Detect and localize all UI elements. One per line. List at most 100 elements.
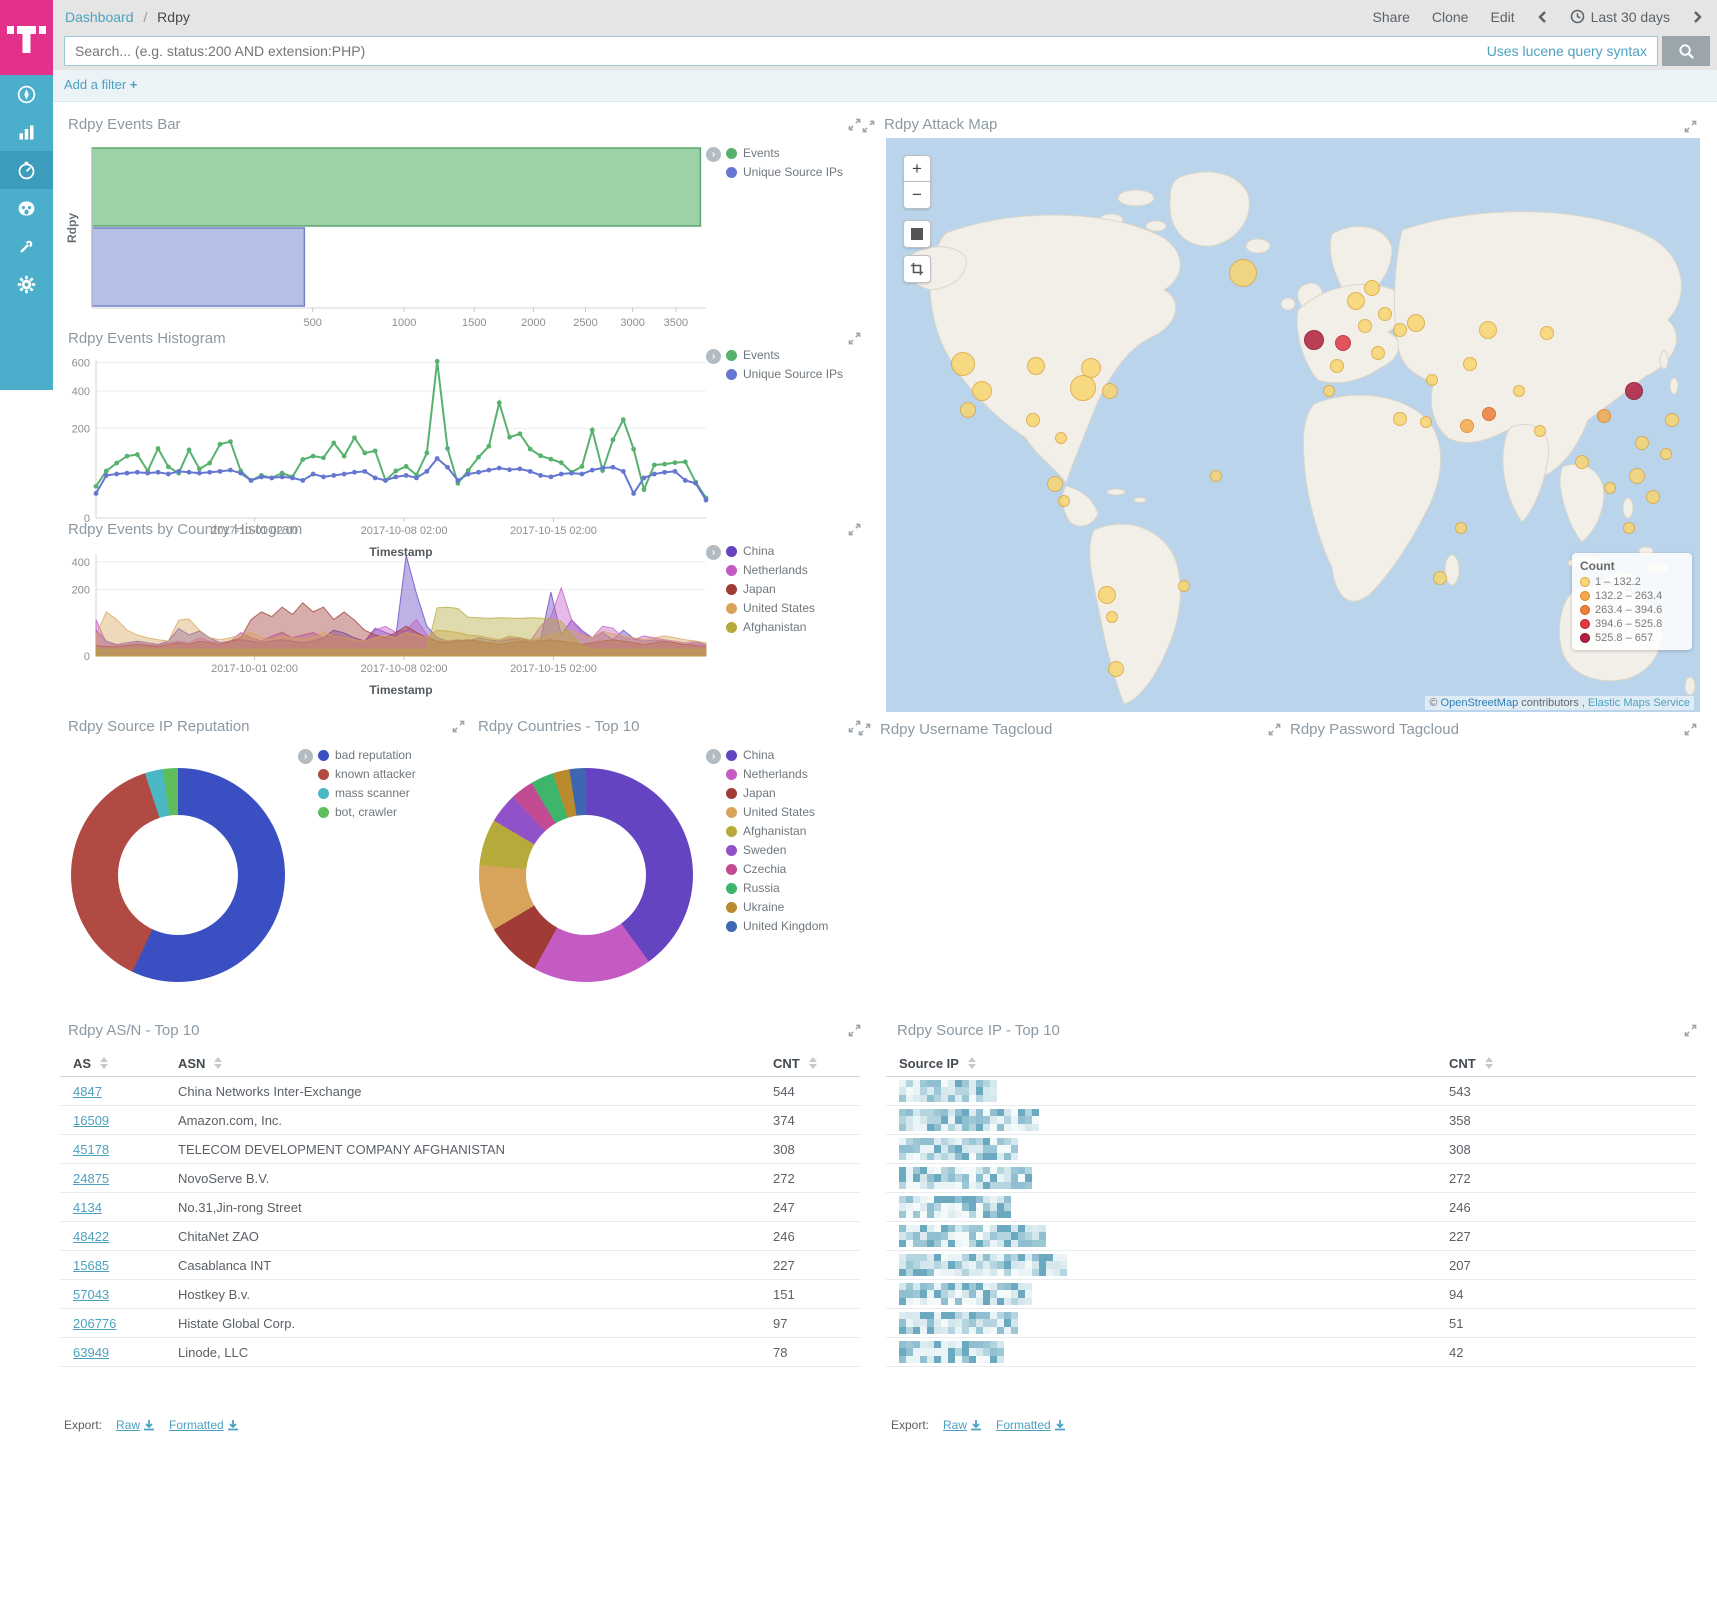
- export-formatted-link[interactable]: Formatted: [169, 1418, 239, 1432]
- legend-item[interactable]: Unique Source IPs: [726, 165, 843, 179]
- attack-circle[interactable]: [1108, 661, 1124, 677]
- sidebar-item-timelion[interactable]: [0, 189, 53, 227]
- countries-donut[interactable]: [479, 768, 693, 982]
- as-number-link[interactable]: 24875: [73, 1171, 109, 1186]
- t-mobile-logo[interactable]: [0, 0, 53, 75]
- expand-panel-icon[interactable]: [848, 118, 861, 131]
- zoom-out-button[interactable]: −: [903, 181, 931, 209]
- legend-item[interactable]: Sweden: [726, 843, 828, 857]
- attack-circle[interactable]: [1371, 346, 1385, 360]
- as-number-link[interactable]: 57043: [73, 1287, 109, 1302]
- time-back-button[interactable]: [1537, 10, 1548, 24]
- attack-circle[interactable]: [1210, 470, 1222, 482]
- expand-panel-icon[interactable]: [862, 120, 875, 133]
- legend-item[interactable]: Afghanistan: [726, 824, 828, 838]
- attack-circle[interactable]: [1660, 448, 1672, 460]
- expand-panel-icon[interactable]: [452, 720, 465, 733]
- expand-panel-icon[interactable]: [848, 332, 861, 345]
- legend-item[interactable]: Netherlands: [726, 767, 828, 781]
- sidebar-item-dev-tools[interactable]: [0, 227, 53, 265]
- expand-panel-icon[interactable]: [848, 523, 861, 536]
- attack-circle[interactable]: [951, 352, 975, 376]
- openstreetmap-link[interactable]: OpenStreetMap: [1441, 697, 1519, 709]
- attack-circle[interactable]: [1420, 416, 1432, 428]
- sidebar-item-management[interactable]: [0, 265, 53, 303]
- attack-circle[interactable]: [1646, 490, 1660, 504]
- legend-item[interactable]: Unique Source IPs: [726, 367, 843, 381]
- attack-circle[interactable]: [960, 402, 976, 418]
- time-forward-button[interactable]: [1692, 10, 1703, 24]
- legend-item[interactable]: Events: [726, 146, 843, 160]
- attack-circle[interactable]: [1347, 292, 1365, 310]
- clone-button[interactable]: Clone: [1432, 9, 1469, 25]
- lucene-syntax-link[interactable]: Uses lucene query syntax: [1487, 43, 1647, 59]
- attack-circle[interactable]: [1330, 359, 1344, 373]
- zoom-in-button[interactable]: +: [903, 155, 931, 183]
- attack-circle[interactable]: [1178, 580, 1190, 592]
- attack-circle[interactable]: [1323, 385, 1335, 397]
- attack-circle[interactable]: [1540, 326, 1554, 340]
- breadcrumb-dashboard-link[interactable]: Dashboard: [65, 9, 134, 25]
- ip-reputation-donut[interactable]: [71, 768, 285, 982]
- legend-item[interactable]: bad reputation: [318, 748, 416, 762]
- as-number-link[interactable]: 4134: [73, 1200, 102, 1215]
- legend-toggle-icon[interactable]: ›: [706, 749, 721, 764]
- share-button[interactable]: Share: [1373, 9, 1410, 25]
- attack-circle[interactable]: [1635, 436, 1649, 450]
- search-input[interactable]: [65, 43, 1487, 59]
- legend-item[interactable]: China: [726, 748, 828, 762]
- legend-item[interactable]: mass scanner: [318, 786, 416, 800]
- attack-circle[interactable]: [1604, 482, 1616, 494]
- attack-circle[interactable]: [1463, 357, 1477, 371]
- column-header-as[interactable]: AS: [60, 1056, 165, 1071]
- export-formatted-link[interactable]: Formatted: [996, 1418, 1066, 1432]
- attack-circle[interactable]: [1027, 357, 1045, 375]
- legend-toggle-icon[interactable]: ›: [298, 749, 313, 764]
- expand-panel-icon[interactable]: [1684, 120, 1697, 133]
- as-number-link[interactable]: 15685: [73, 1258, 109, 1273]
- sort-icon[interactable]: [1485, 1057, 1493, 1069]
- legend-item[interactable]: Russia: [726, 881, 828, 895]
- export-raw-link[interactable]: Raw: [116, 1418, 155, 1432]
- as-number-link[interactable]: 45178: [73, 1142, 109, 1157]
- expand-panel-icon[interactable]: [858, 723, 871, 736]
- column-header-asn[interactable]: ASN: [165, 1056, 760, 1071]
- legend-item[interactable]: Japan: [726, 786, 828, 800]
- column-header-cnt[interactable]: CNT: [760, 1056, 860, 1071]
- column-header-source-ip[interactable]: Source IP: [886, 1056, 1436, 1071]
- attack-circle[interactable]: [1665, 413, 1679, 427]
- legend-item[interactable]: United States: [726, 601, 815, 615]
- expand-panel-icon[interactable]: [1268, 723, 1281, 736]
- elastic-maps-link[interactable]: Elastic Maps Service: [1588, 697, 1690, 709]
- sidebar-item-dashboard[interactable]: [0, 151, 53, 189]
- sort-icon[interactable]: [968, 1057, 976, 1069]
- legend-item[interactable]: United Kingdom: [726, 919, 828, 933]
- sidebar-item-visualize[interactable]: [0, 113, 53, 151]
- sort-icon[interactable]: [214, 1057, 222, 1069]
- attack-circle[interactable]: [1058, 495, 1070, 507]
- export-raw-link[interactable]: Raw: [943, 1418, 982, 1432]
- add-filter-button[interactable]: Add a filter +: [64, 77, 137, 92]
- sidebar-item-discover[interactable]: [0, 75, 53, 113]
- as-number-link[interactable]: 63949: [73, 1345, 109, 1360]
- expand-panel-icon[interactable]: [848, 1024, 861, 1037]
- legend-item[interactable]: Japan: [726, 582, 815, 596]
- attack-circle[interactable]: [1629, 468, 1645, 484]
- legend-item[interactable]: Czechia: [726, 862, 828, 876]
- draw-bounds-button[interactable]: [903, 255, 931, 283]
- legend-item[interactable]: Netherlands: [726, 563, 815, 577]
- attack-circle[interactable]: [1407, 314, 1425, 332]
- attack-circle[interactable]: [1098, 586, 1116, 604]
- legend-item[interactable]: China: [726, 544, 815, 558]
- legend-toggle-icon[interactable]: ›: [706, 147, 721, 162]
- as-number-link[interactable]: 16509: [73, 1113, 109, 1128]
- legend-item[interactable]: United States: [726, 805, 828, 819]
- expand-panel-icon[interactable]: [1684, 723, 1697, 736]
- fit-data-button[interactable]: [903, 220, 931, 248]
- legend-item[interactable]: Afghanistan: [726, 620, 815, 634]
- attack-circle[interactable]: [1102, 383, 1118, 399]
- events-bar-chart[interactable]: 500100015002000250030003500Rdpy: [66, 138, 716, 338]
- legend-item[interactable]: bot, crawler: [318, 805, 416, 819]
- column-header-cnt[interactable]: CNT: [1436, 1056, 1596, 1071]
- as-number-link[interactable]: 206776: [73, 1316, 116, 1331]
